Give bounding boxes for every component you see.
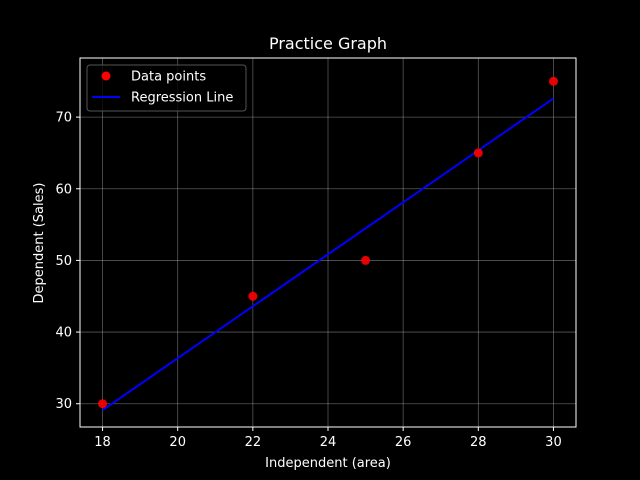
y-tick-label: 30 — [55, 397, 72, 412]
legend-box — [86, 64, 247, 112]
legend: Data points Regression Line — [86, 64, 247, 112]
data-point — [548, 76, 558, 86]
x-tick-label: 24 — [320, 435, 337, 450]
x-tick-label: 18 — [94, 435, 111, 450]
plot-area — [98, 76, 558, 411]
x-tick-label: 28 — [470, 435, 487, 450]
y-tick-label: 70 — [55, 111, 72, 126]
x-tick-label: 20 — [169, 435, 186, 450]
y-axis-label: Dependent (Sales) — [32, 183, 47, 304]
x-axis-label: Independent (area) — [265, 456, 391, 471]
data-point — [361, 255, 371, 265]
data-point — [473, 148, 483, 158]
x-tick-label: 26 — [395, 435, 412, 450]
legend-label-data-points: Data points — [131, 70, 206, 85]
y-axis: 30 40 50 60 70 — [55, 111, 80, 412]
y-tick-label: 40 — [55, 326, 72, 341]
grid — [80, 58, 576, 427]
chart-title: Practice Graph — [269, 34, 387, 53]
y-tick-label: 60 — [55, 182, 72, 197]
y-tick-label: 50 — [55, 254, 72, 269]
legend-marker-data-points — [101, 71, 111, 81]
data-point — [98, 399, 108, 409]
data-point — [248, 291, 258, 301]
x-tick-label: 30 — [545, 435, 562, 450]
x-axis: 18 20 22 24 26 28 30 — [94, 427, 562, 450]
legend-label-regression-line: Regression Line — [131, 91, 233, 106]
x-tick-label: 22 — [245, 435, 262, 450]
